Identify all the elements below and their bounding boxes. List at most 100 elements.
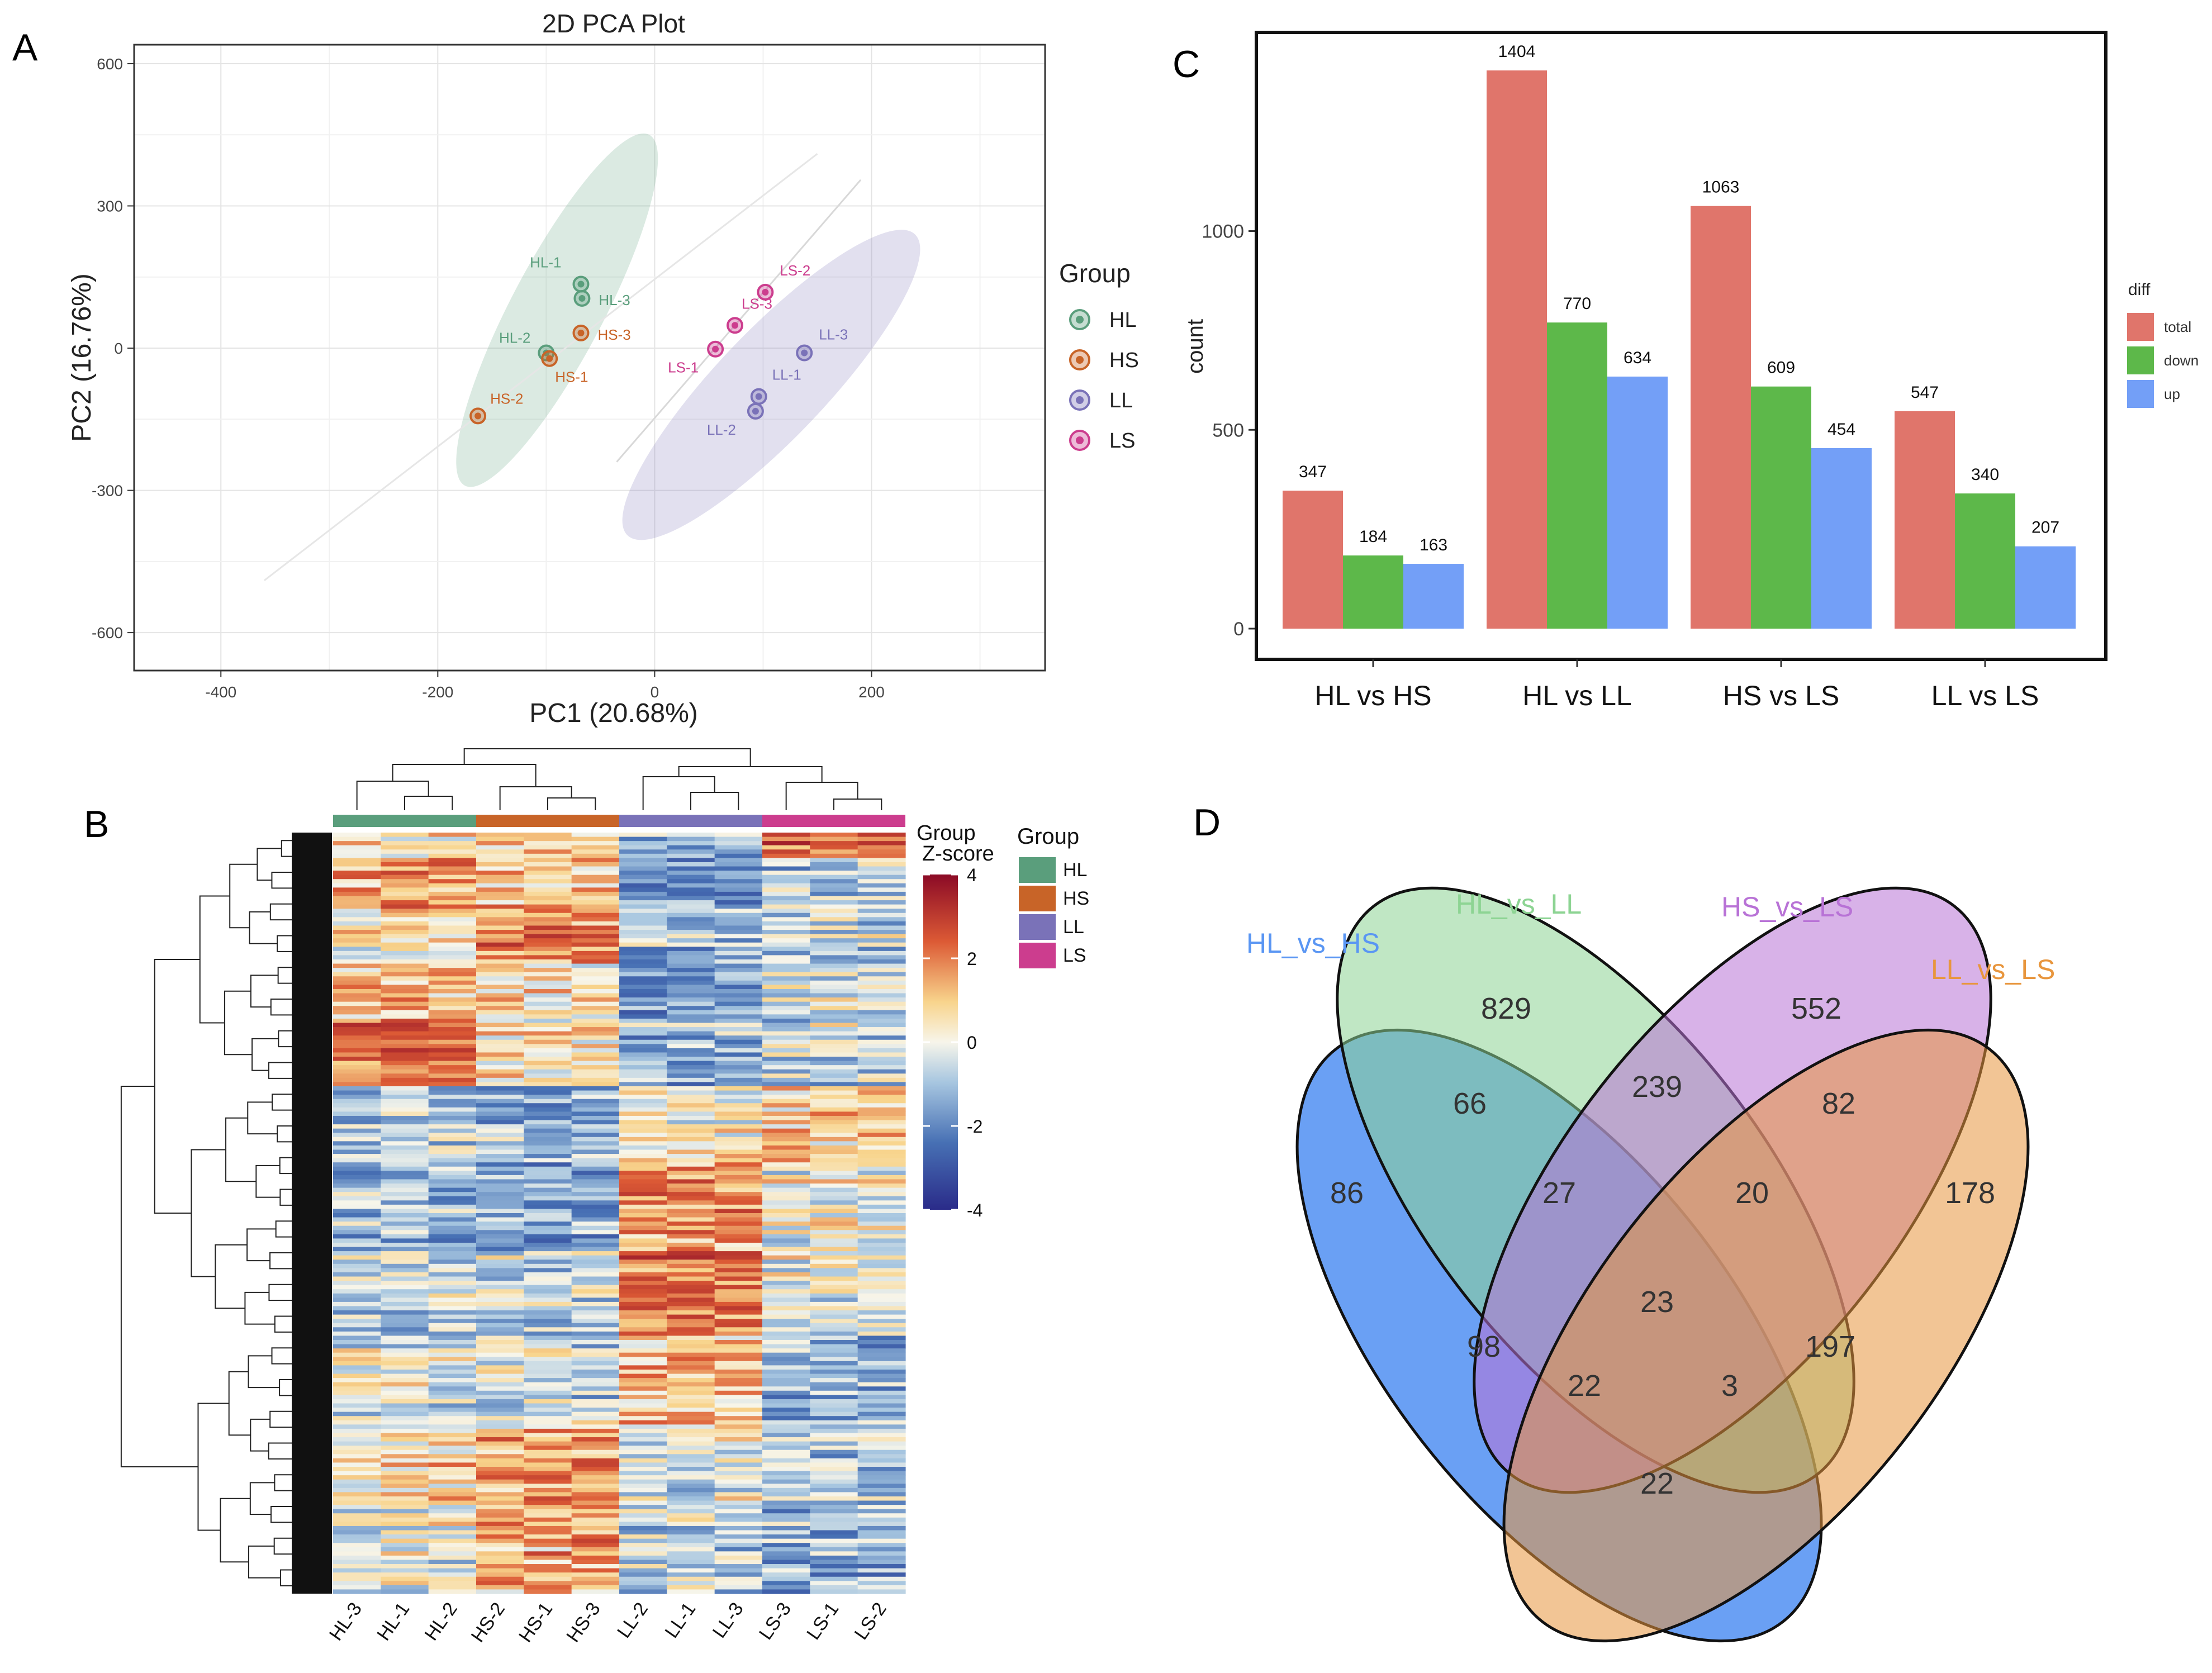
heatmap-cell [476, 1441, 524, 1446]
heatmap-cell [857, 1031, 906, 1036]
heatmap-cell [667, 1373, 715, 1379]
heatmap-cell [762, 1103, 810, 1108]
heatmap-cell [810, 883, 858, 888]
heatmap-cell [381, 887, 429, 892]
heatmap-cell [619, 1513, 667, 1518]
heatmap-cell [524, 1534, 572, 1539]
venn-region-value: 23 [1640, 1285, 1674, 1319]
heatmap-cell [714, 1090, 763, 1095]
heatmap-cell [333, 1238, 381, 1243]
heatmap-cell [619, 1301, 667, 1307]
heatmap-cell [524, 1217, 572, 1222]
heatmap-cell [667, 1496, 715, 1501]
heatmap-cell [381, 841, 429, 846]
heatmap-cell [762, 1023, 810, 1028]
heatmap-cell [714, 1428, 763, 1434]
colorbar-title: Z-score [922, 842, 994, 866]
pca-point-core [752, 407, 759, 415]
heatmap-cell [762, 1424, 810, 1429]
heatmap-cell [333, 1399, 381, 1404]
heatmap-cell [810, 1576, 858, 1581]
heatmap-cell [619, 1454, 667, 1459]
heatmap-cell [428, 1543, 477, 1548]
heatmap-cell [428, 1031, 477, 1036]
heatmap-cell [333, 1319, 381, 1324]
heatmap-cell [571, 1306, 620, 1311]
heatmap-cell [619, 1361, 667, 1366]
heatmap-cell [333, 1543, 381, 1548]
heatmap-cell [571, 858, 620, 863]
heatmap-cell [857, 1115, 906, 1121]
venn-region-value: 22 [1640, 1467, 1674, 1500]
heatmap-cell [524, 1158, 572, 1163]
heatmap-cell [333, 1166, 381, 1171]
heatmap-cell [857, 1268, 906, 1273]
heatmap-cell [428, 1285, 477, 1290]
heatmap-cell [428, 1403, 477, 1408]
heatmap-cell [714, 1095, 763, 1100]
heatmap-cell [381, 1403, 429, 1408]
heatmap-cell [714, 1289, 763, 1294]
heatmap-cell [524, 1162, 572, 1167]
heatmap-cell [857, 1386, 906, 1391]
heatmap-cell [428, 1057, 477, 1062]
heatmap-cell [619, 1158, 667, 1163]
heatmap-cell [476, 1331, 524, 1337]
heatmap-cell [810, 1001, 858, 1006]
heatmap-cell [428, 1196, 477, 1201]
heatmap-cell [762, 1209, 810, 1214]
heatmap-cell [667, 1361, 715, 1366]
heatmap-cell [524, 1192, 572, 1197]
heatmap-cell [524, 1251, 572, 1256]
heatmap-cell [333, 1259, 381, 1265]
heatmap-cell [714, 1069, 763, 1074]
heatmap-cell [476, 963, 524, 968]
heatmap-cell [667, 1259, 715, 1265]
heatmap-cell [524, 1035, 572, 1040]
heatmap-cell [619, 1310, 667, 1315]
heatmap-cell [476, 836, 524, 842]
heatmap-cell [762, 1437, 810, 1442]
heatmap-cell [810, 1373, 858, 1379]
heatmap-cell [524, 1052, 572, 1057]
heatmap-cell [381, 1276, 429, 1281]
heatmap-cell [476, 942, 524, 947]
heatmap-cell [762, 1213, 810, 1218]
heatmap-cell [762, 925, 810, 930]
heatmap-cell [476, 1052, 524, 1057]
heatmap-cell [381, 1390, 429, 1395]
heatmap-cell [381, 1035, 429, 1040]
heatmap-cell [810, 1099, 858, 1104]
heatmap-cell [571, 1399, 620, 1404]
heatmap-cell [524, 879, 572, 884]
heatmap-cell [524, 1487, 572, 1493]
heatmap-cell [762, 1128, 810, 1133]
heatmap-cell [381, 1369, 429, 1375]
pca-x-tick-label: 200 [858, 683, 885, 701]
heatmap-cell [667, 1263, 715, 1268]
heatmap-cell [476, 1027, 524, 1032]
heatmap-cell [428, 849, 477, 854]
heatmap-cell [857, 1023, 906, 1028]
bar-category-label: HL vs LL [1522, 680, 1631, 711]
heatmap-cell [571, 1095, 620, 1100]
heatmap-cell [667, 891, 715, 897]
heatmap-cell [619, 1365, 667, 1370]
heatmap-cell [476, 1077, 524, 1083]
heatmap-cell [619, 879, 667, 884]
heatmap-cell [476, 1111, 524, 1116]
heatmap-cell [810, 1492, 858, 1497]
heatmap-cell [476, 972, 524, 977]
heatmap-cell [762, 1564, 810, 1569]
heatmap-cell [619, 1344, 667, 1349]
heatmap-cell [762, 1487, 810, 1493]
heatmap-cell [667, 1538, 715, 1543]
heatmap-cell [524, 1403, 572, 1408]
heatmap-cell [667, 1568, 715, 1573]
heatmap-cell [476, 1234, 524, 1239]
heatmap-cell [476, 1467, 524, 1472]
heatmap-cell [667, 1133, 715, 1138]
heatmap-cell [381, 1378, 429, 1383]
heatmap-legend-swatch-hs [1019, 886, 1056, 911]
